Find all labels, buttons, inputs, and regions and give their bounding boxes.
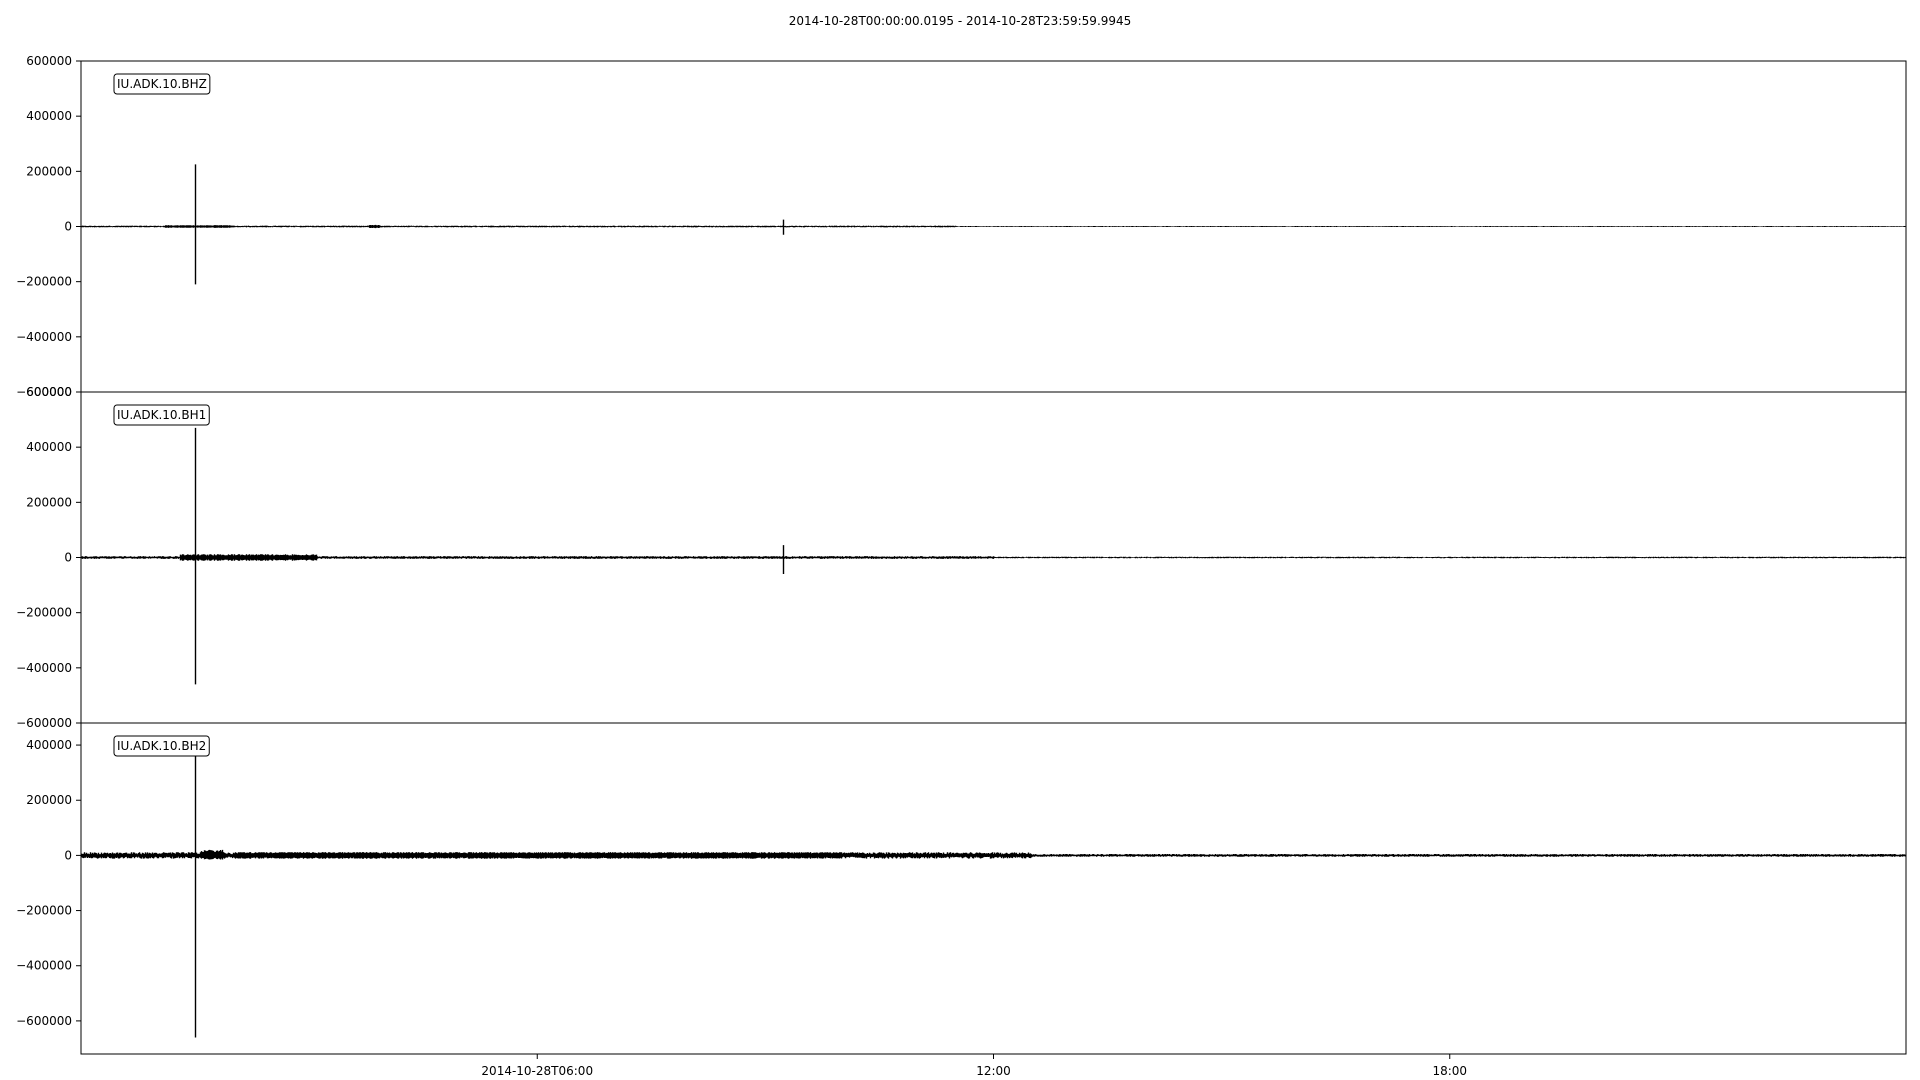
waveform-trace bbox=[81, 164, 1906, 285]
y-tick-label: −400000 bbox=[16, 661, 72, 675]
y-tick-label: 0 bbox=[64, 848, 72, 862]
y-tick-label: 400000 bbox=[26, 738, 72, 752]
y-tick-label: −600000 bbox=[16, 1014, 72, 1028]
trace-panels: 600000 400000 200000 0 −200000 −400000 −600000… bbox=[16, 54, 1907, 1055]
shared-time-axis: 2014-10-28T06:00 12:00 18:00 bbox=[481, 1054, 1467, 1078]
y-tick-label: −600000 bbox=[16, 716, 72, 730]
y-tick-label: −200000 bbox=[16, 606, 72, 620]
y-tick-label: 600000 bbox=[26, 54, 72, 68]
y-tick-label: 200000 bbox=[26, 793, 72, 807]
channel-label: IU.ADK.10.BH2 bbox=[117, 739, 206, 753]
y-tick-label: −200000 bbox=[16, 904, 72, 918]
channel-label-box bbox=[113, 404, 210, 426]
y-tick-label: 0 bbox=[64, 551, 72, 565]
x-tick-label: 18:00 bbox=[1432, 1064, 1467, 1078]
y-tick-label: 600000 bbox=[26, 385, 72, 399]
y-tick-label: 200000 bbox=[26, 164, 72, 178]
panel-frame bbox=[80, 722, 1907, 1055]
figure-title: 2014-10-28T00:00:00.0195 - 2014-10-28T23… bbox=[789, 14, 1132, 28]
trace-panel: 600000 400000 200000 0 −200000 −400000 −600000… bbox=[16, 54, 1907, 399]
y-tick-label: 400000 bbox=[26, 440, 72, 454]
x-tick-label: 12:00 bbox=[976, 1064, 1011, 1078]
y-tick-label: 0 bbox=[64, 220, 72, 234]
y-tick-label: −400000 bbox=[16, 959, 72, 973]
channel-label-box bbox=[113, 735, 210, 757]
y-tick-label: 200000 bbox=[26, 495, 72, 509]
trace-panel: 600000 400000 200000 0 −200000 −400000 −600000… bbox=[16, 385, 1907, 730]
channel-label: IU.ADK.10.BH1 bbox=[117, 408, 206, 422]
waveform-trace bbox=[81, 427, 1906, 685]
channel-label: IU.ADK.10.BHZ bbox=[117, 77, 207, 91]
y-tick-label: 400000 bbox=[26, 109, 72, 123]
trace-panel: 400000 200000 0 −200000 −400000 −600000 IU.ADK… bbox=[16, 722, 1907, 1055]
waveform-trace bbox=[81, 739, 1906, 1038]
y-tick-label: −600000 bbox=[16, 385, 72, 399]
y-tick-label: −400000 bbox=[16, 330, 72, 344]
channel-label-box bbox=[113, 73, 211, 95]
y-tick-label: −200000 bbox=[16, 275, 72, 289]
x-tick-label: 2014-10-28T06:00 bbox=[481, 1064, 593, 1078]
